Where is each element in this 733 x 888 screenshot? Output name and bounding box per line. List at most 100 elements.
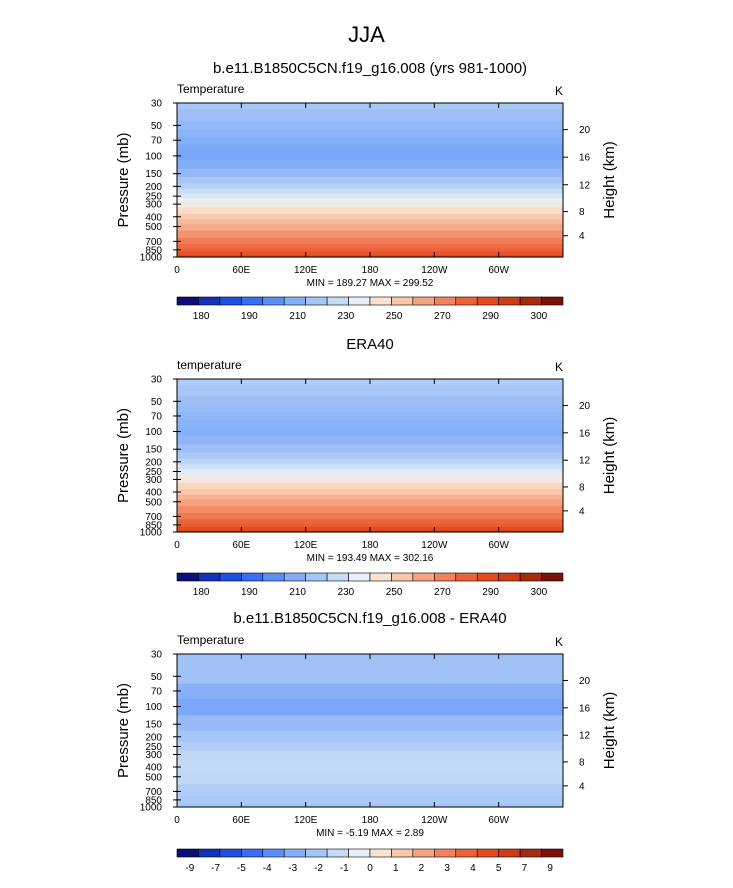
height-tick-label: 8 <box>579 482 585 493</box>
height-tick-label: 4 <box>579 231 585 242</box>
units-label: K <box>555 360 563 374</box>
colorbar-label: -7 <box>211 863 220 874</box>
lon-tick-label: 180 <box>362 540 379 551</box>
height-tick-label: 8 <box>579 207 585 218</box>
colorbar-label: -2 <box>314 863 323 874</box>
panel-title: ERA40 <box>346 336 394 353</box>
pressure-tick-label: 1000 <box>140 253 163 264</box>
colorbar-swatch <box>434 848 457 858</box>
colorbar-label: 190 <box>241 311 258 322</box>
pressure-tick-label: 500 <box>145 222 162 233</box>
lon-tick-label: 0 <box>174 265 180 276</box>
colorbar-swatch <box>219 848 242 858</box>
colorbar-swatch <box>176 296 199 306</box>
colorbar-swatch <box>369 848 392 858</box>
lon-tick-label: 60E <box>232 540 250 551</box>
colorbar-swatch <box>476 848 499 858</box>
lon-tick-label: 120W <box>421 815 448 826</box>
height-tick-label: 4 <box>579 781 585 792</box>
height-tick-label: 20 <box>579 401 591 412</box>
colorbar-swatch <box>283 296 306 306</box>
pressure-tick-label: 300 <box>145 475 162 486</box>
colorbar-swatch <box>262 848 285 858</box>
colorbar-label: 230 <box>338 587 355 598</box>
field-band <box>177 405 563 414</box>
field-band <box>177 136 563 146</box>
field-band <box>177 444 563 454</box>
field-band <box>177 519 563 525</box>
colorbar-swatch <box>455 848 478 858</box>
colorbar-label: -4 <box>263 863 272 874</box>
field-band <box>177 198 563 203</box>
colorbar-swatch <box>348 848 371 858</box>
stats-label: MIN = 193.49 MAX = 302.16 <box>307 553 434 564</box>
pressure-tick-label: 150 <box>145 169 162 180</box>
pressure-tick-label: 70 <box>151 136 163 147</box>
field-band <box>177 473 563 479</box>
field-band <box>177 396 563 406</box>
field-band <box>177 469 563 475</box>
height-tick-label: 20 <box>579 676 591 687</box>
pressure-tick-label: 200 <box>145 457 162 468</box>
field-band <box>177 730 563 743</box>
colorbar-label: 180 <box>193 311 210 322</box>
panel-3: b.e11.B1850C5CN.f19_g16.008 - ERA40 Tempe… <box>115 610 618 874</box>
field-band <box>177 385 563 398</box>
lon-tick-label: 120E <box>294 815 318 826</box>
colorbar-swatch <box>476 296 499 306</box>
colorbar-swatch <box>455 572 478 582</box>
colorbar-label: 210 <box>289 311 306 322</box>
lon-tick-label: 0 <box>174 815 180 826</box>
field-band <box>177 795 563 805</box>
field-band <box>177 213 563 220</box>
colorbar-label: 4 <box>470 863 476 874</box>
panel-1: b.e11.B1850C5CN.f19_g16.008 (yrs 981-100… <box>115 60 618 322</box>
lon-tick-label: 60W <box>488 815 509 826</box>
units-label: K <box>555 84 563 98</box>
lon-tick-label: 120E <box>294 265 318 276</box>
colorbar-label: 3 <box>444 863 450 874</box>
colorbar-swatch <box>412 296 435 306</box>
pressure-tick-label: 700 <box>145 787 162 798</box>
colorbar-label: 5 <box>496 863 502 874</box>
pressure-tick-label: 250 <box>145 192 162 203</box>
colorbar-swatch <box>455 296 478 306</box>
ylabel-left: Pressure (mb) <box>115 132 132 227</box>
pressure-tick-label: 500 <box>145 772 162 783</box>
field-band <box>177 144 563 153</box>
height-tick-label: 16 <box>579 428 591 439</box>
pressure-tick-label: 850 <box>145 245 162 256</box>
lon-tick-label: 120W <box>421 540 448 551</box>
ylabel-left: Pressure (mb) <box>115 683 132 778</box>
field-band <box>177 771 563 785</box>
field-band <box>177 482 563 490</box>
colorbar-swatch <box>391 296 414 306</box>
pressure-tick-label: 300 <box>145 750 162 761</box>
field-band <box>177 654 563 666</box>
pressure-tick-label: 30 <box>151 650 163 661</box>
field-band <box>177 523 563 528</box>
colorbar-swatch <box>305 572 328 582</box>
colorbar-swatch <box>541 572 564 582</box>
pressure-tick-label: 30 <box>151 99 163 110</box>
field-band <box>177 183 563 190</box>
ylabel-left: Pressure (mb) <box>115 408 132 503</box>
field-band <box>177 698 563 716</box>
colorbar-swatch <box>241 296 264 306</box>
pressure-tick-label: 50 <box>151 397 163 408</box>
colorbar-swatch <box>412 572 435 582</box>
field-band <box>177 177 563 184</box>
field-band <box>177 109 563 122</box>
field-band <box>177 120 563 131</box>
field-band <box>177 784 563 797</box>
height-tick-label: 16 <box>579 703 591 714</box>
colorbar-swatch <box>541 296 564 306</box>
colorbar-swatch <box>283 848 306 858</box>
colorbar-swatch <box>219 572 242 582</box>
colorbar-swatch <box>391 572 414 582</box>
height-tick-label: 12 <box>579 180 591 191</box>
colorbar-swatch <box>283 572 306 582</box>
colorbar-swatch <box>434 296 457 306</box>
